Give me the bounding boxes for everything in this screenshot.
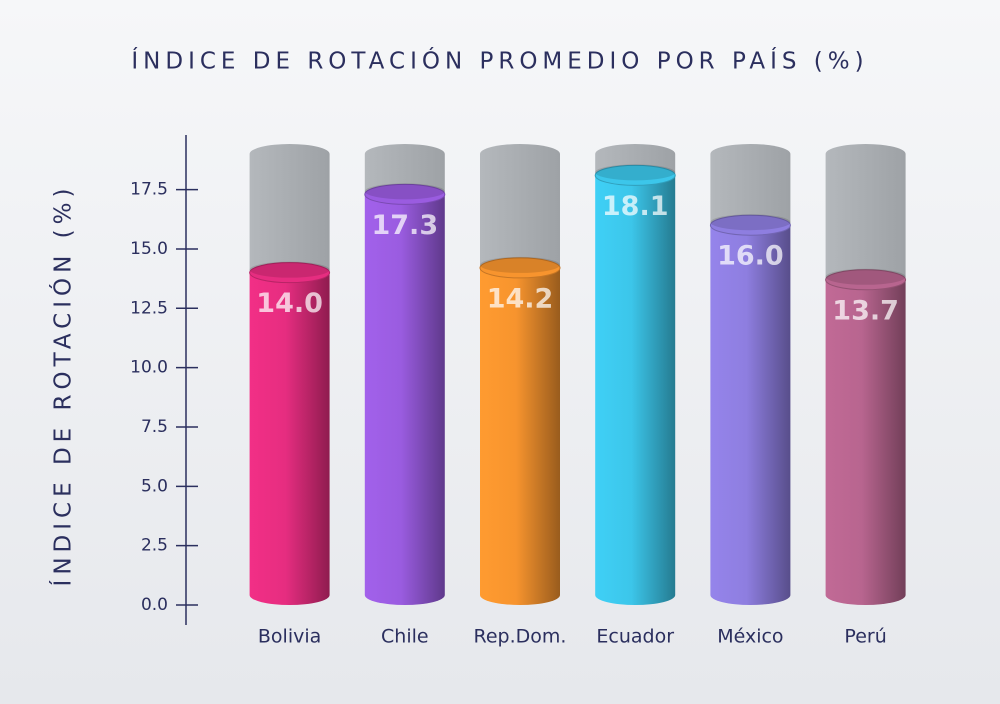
y-tick-label: 2.5 [141, 536, 168, 556]
bar-cap [709, 214, 791, 236]
x-tick-label: México [717, 626, 783, 648]
bar [710, 225, 791, 606]
bar-cap [825, 269, 907, 291]
y-tick-label: 10.0 [130, 358, 168, 378]
bar [825, 279, 906, 605]
bar-track [710, 144, 791, 226]
bar-track [825, 144, 906, 280]
bar-shadow [480, 256, 560, 273]
bar-shadow [710, 214, 791, 231]
value-label: 14.2 [487, 283, 554, 314]
y-tick-label: 5.0 [141, 476, 168, 496]
y-tick-label: 12.5 [130, 298, 168, 318]
bar [364, 194, 445, 605]
bar-track [364, 144, 445, 195]
y-tick-label: 15.0 [130, 239, 168, 259]
value-label: 17.3 [371, 210, 438, 241]
bar-cap [364, 183, 446, 205]
value-label: 16.0 [717, 241, 784, 272]
bar-shadow [595, 164, 676, 181]
y-axis-label: ÍNDICE DE ROTACIÓN (%) [49, 184, 77, 587]
x-tick-label: Ecuador [596, 626, 674, 648]
bar [249, 272, 330, 605]
bar-cap [249, 262, 331, 284]
bar-shadow [825, 268, 906, 285]
y-tick-label: 17.5 [130, 180, 168, 200]
value-label: 14.0 [256, 288, 323, 319]
x-tick-label: Bolivia [258, 626, 321, 648]
bar [480, 267, 560, 605]
x-tick-label: Rep.Dom. [474, 626, 567, 648]
bar [595, 175, 676, 605]
bar-track [249, 144, 330, 273]
y-tick-label: 0.0 [141, 595, 168, 615]
x-tick-label: Chile [381, 626, 429, 648]
value-label: 13.7 [832, 295, 899, 326]
x-tick-label: Perú [844, 626, 886, 648]
value-label: 18.1 [602, 191, 669, 222]
chart-title: ÍNDICE DE ROTACIÓN PROMEDIO POR PAÍS (%) [131, 47, 868, 75]
bar-track [480, 144, 560, 268]
bar-cap [594, 164, 676, 186]
bar-cap [479, 257, 561, 279]
bar-shadow [364, 183, 445, 200]
y-tick-label: 7.5 [141, 417, 168, 437]
bar-shadow [249, 261, 330, 278]
